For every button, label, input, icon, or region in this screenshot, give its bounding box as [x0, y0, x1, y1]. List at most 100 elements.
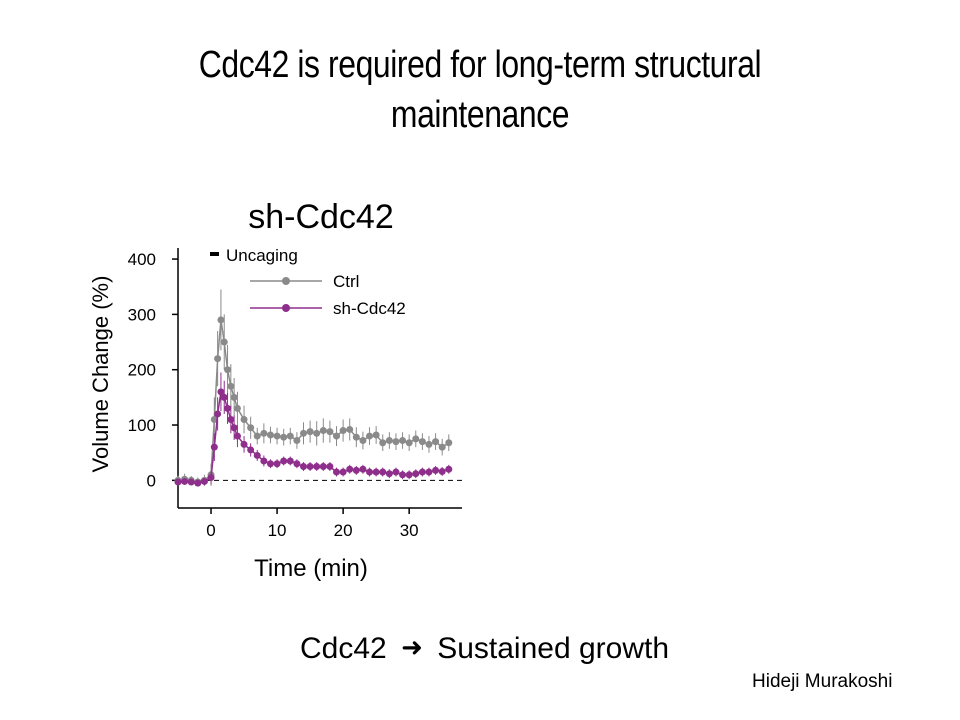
- y-tick-label: 200: [128, 361, 156, 380]
- legend-marker: [282, 277, 290, 285]
- series-line: [177, 389, 450, 484]
- data-point: [253, 451, 261, 459]
- data-point: [181, 477, 189, 485]
- data-point: [425, 468, 433, 476]
- data-point: [346, 425, 354, 433]
- data-point: [217, 388, 225, 396]
- data-point: [293, 460, 301, 468]
- data-point: [207, 474, 215, 482]
- data-point: [445, 439, 453, 447]
- data-point: [306, 428, 314, 436]
- legend-entry: Ctrl: [333, 272, 359, 291]
- data-point: [286, 432, 294, 440]
- slide-title-line-1: Cdc42 is required for long-term structur…: [198, 44, 762, 86]
- data-point: [366, 432, 374, 440]
- x-ticks: 0 10 20 30: [206, 508, 419, 540]
- data-point: [346, 465, 354, 473]
- data-point: [210, 443, 218, 451]
- data-point: [319, 427, 327, 435]
- data-point: [392, 438, 400, 446]
- data-point: [217, 316, 225, 324]
- data-point: [240, 440, 248, 448]
- y-ticks: 0 100 200 300 400: [128, 250, 178, 490]
- data-point: [260, 457, 268, 465]
- data-point: [379, 468, 387, 476]
- data-point: [385, 470, 393, 478]
- data-point: [392, 468, 400, 476]
- data-point: [220, 393, 228, 401]
- series-sh-cdc42: [174, 372, 453, 487]
- x-tick-label: 10: [268, 521, 287, 540]
- data-point: [432, 438, 440, 446]
- data-point: [230, 393, 238, 401]
- series-line: [177, 319, 450, 483]
- legend: Uncaging Ctrl sh-Cdc42: [210, 246, 406, 318]
- data-point: [253, 432, 261, 440]
- data-point: [280, 457, 288, 465]
- y-tick-label: 100: [128, 416, 156, 435]
- data-point: [260, 429, 268, 437]
- data-point: [366, 468, 374, 476]
- data-point: [247, 424, 255, 432]
- data-point: [438, 443, 446, 451]
- data-point: [313, 463, 321, 471]
- data-point: [418, 438, 426, 446]
- data-point: [299, 429, 307, 437]
- data-point: [352, 433, 360, 441]
- data-point: [210, 415, 218, 423]
- data-point: [286, 457, 294, 465]
- data-point: [280, 433, 288, 441]
- data-point: [240, 415, 248, 423]
- data-point: [227, 415, 235, 423]
- data-point: [372, 468, 380, 476]
- data-point: [326, 428, 334, 436]
- data-point: [224, 404, 232, 412]
- data-point: [306, 463, 314, 471]
- data-point: [220, 338, 228, 346]
- data-point: [445, 465, 453, 473]
- data-point: [224, 366, 232, 374]
- data-point: [194, 479, 202, 487]
- data-point: [266, 431, 274, 439]
- data-point: [412, 470, 420, 478]
- data-point: [359, 465, 367, 473]
- data-point: [214, 410, 222, 418]
- data-point: [425, 440, 433, 448]
- data-point: [326, 463, 334, 471]
- data-point: [399, 471, 407, 479]
- data-point: [233, 432, 241, 440]
- author-name: Hideji Murakoshi: [752, 671, 893, 692]
- data-point: [333, 468, 341, 476]
- data-point: [339, 468, 347, 476]
- plot-series: [174, 289, 453, 487]
- data-point: [438, 467, 446, 475]
- legend-uncaging-label: Uncaging: [226, 246, 298, 265]
- data-point: [227, 382, 235, 390]
- slide-title: Cdc42 is required for long-term structur…: [144, 40, 816, 140]
- legend-entry: sh-Cdc42: [333, 299, 406, 318]
- data-point: [247, 446, 255, 454]
- slide-title-line-2: maintenance: [390, 94, 570, 136]
- data-point: [266, 460, 274, 468]
- data-point: [432, 466, 440, 474]
- data-point: [352, 466, 360, 474]
- x-tick-label: 20: [334, 521, 353, 540]
- legend-marker: [282, 304, 290, 312]
- data-point: [214, 355, 222, 363]
- data-point: [273, 432, 281, 440]
- conclusion-left: Cdc42: [300, 632, 387, 665]
- data-point: [412, 435, 420, 443]
- data-point: [319, 463, 327, 471]
- conclusion-right: Sustained growth: [437, 632, 670, 665]
- data-point: [372, 431, 380, 439]
- y-tick-label: 300: [128, 305, 156, 324]
- y-tick-label: 400: [128, 250, 156, 269]
- data-point: [273, 460, 281, 468]
- y-tick-label: 0: [147, 471, 156, 490]
- data-point: [359, 437, 367, 445]
- data-point: [187, 478, 195, 486]
- x-axis-label: Time (min): [254, 555, 368, 582]
- data-point: [233, 404, 241, 412]
- x-tick-label: 0: [206, 521, 215, 540]
